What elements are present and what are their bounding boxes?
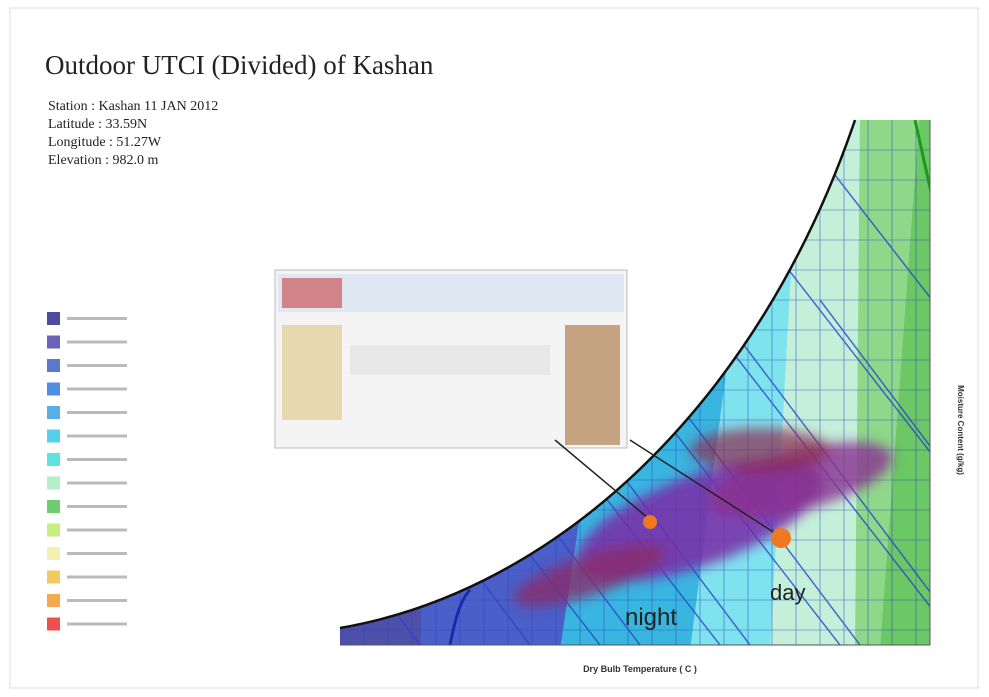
legend-swatch <box>47 430 60 443</box>
legend-swatch <box>47 524 60 537</box>
legend-text-placeholder <box>67 529 127 532</box>
legend-swatch <box>47 312 60 325</box>
legend-text-placeholder <box>67 435 127 438</box>
legend-text-placeholder <box>67 388 127 391</box>
figure: Outdoor UTCI (Divided) of Kashan Station… <box>0 0 989 697</box>
legend-text-placeholder <box>67 411 127 414</box>
legend-text-placeholder <box>67 552 127 555</box>
legend-text-placeholder <box>67 599 127 602</box>
x-axis-label: Dry Bulb Temperature ( C ) <box>583 664 697 674</box>
legend-swatch <box>47 336 60 349</box>
highlight-point <box>643 515 657 529</box>
legend-text-placeholder <box>67 364 127 367</box>
legend-swatch <box>47 571 60 584</box>
legend-swatch <box>47 618 60 631</box>
highlight-point <box>771 528 791 548</box>
annotation: night <box>625 604 677 631</box>
legend-text-placeholder <box>67 576 127 579</box>
legend-swatch <box>47 547 60 560</box>
legend-swatch <box>47 594 60 607</box>
inset-screenshot <box>275 270 627 448</box>
legend-text-placeholder <box>67 623 127 626</box>
y-axis-label: Moisture Content (g/kg) <box>956 385 965 475</box>
station-line: Elevation : 982.0 m <box>48 153 159 168</box>
legend-swatch <box>47 453 60 466</box>
legend-swatch <box>47 383 60 396</box>
legend-text-placeholder <box>67 341 127 344</box>
legend-text-placeholder <box>67 317 127 320</box>
legend-swatch <box>47 477 60 490</box>
annotation: day <box>770 580 805 605</box>
legend-text-placeholder <box>67 482 127 485</box>
legend-text-placeholder <box>67 458 127 461</box>
title: Outdoor UTCI (Divided) of Kashan <box>45 50 434 80</box>
legend-text-placeholder <box>67 505 127 508</box>
legend-swatch <box>47 406 60 419</box>
legend-swatch <box>47 500 60 513</box>
station-line: Station : Kashan 11 JAN 2012 <box>48 99 218 114</box>
legend-swatch <box>47 359 60 372</box>
station-line: Longitude : 51.27W <box>48 135 162 150</box>
station-line: Latitude : 33.59N <box>48 117 147 132</box>
